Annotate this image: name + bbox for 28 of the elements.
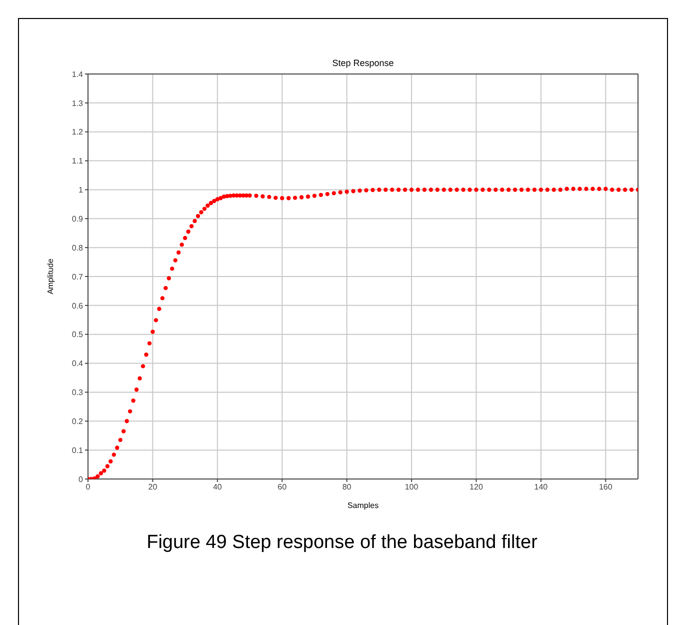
y-tick-label: 0.6 — [72, 301, 84, 310]
x-tick-label: 100 — [404, 482, 419, 492]
chart-title: Step Response — [332, 58, 394, 68]
y-axis-title: Amplitude — [46, 258, 55, 294]
x-tick-label: 0 — [86, 482, 91, 492]
x-tick-label: 80 — [342, 482, 352, 492]
y-tick-label: 1 — [78, 186, 84, 195]
y-tick-label: 0.7 — [72, 272, 84, 282]
caption: Figure 49 Step response of the baseband filter — [146, 532, 538, 554]
y-tick-label: 0.1 — [72, 446, 84, 455]
y-tick-label: 1.2 — [72, 128, 84, 137]
x-axis-title: Samples — [347, 501, 379, 510]
x-tick-label: 120 — [470, 482, 484, 492]
y-tick-label: 1.3 — [72, 98, 84, 108]
x-tick-label: 160 — [598, 482, 613, 492]
y-tick-label: 1.4 — [72, 70, 84, 79]
x-tick-label: 20 — [148, 482, 158, 492]
y-tick-label: 0.5 — [72, 330, 84, 340]
y-tick-label: 0.9 — [72, 214, 84, 224]
y-tick-label: 0.8 — [72, 243, 84, 252]
x-tick-label: 60 — [278, 482, 288, 492]
y-tick-label: 0.3 — [72, 388, 84, 398]
x-tick-label: 140 — [534, 482, 548, 492]
x-tick-label: 40 — [212, 482, 222, 492]
y-tick-label: 0.4 — [72, 359, 84, 368]
y-tick-label: 0.2 — [72, 416, 84, 426]
y-tick-label: 0 — [78, 474, 84, 484]
y-tick-label: 1.1 — [72, 156, 84, 166]
